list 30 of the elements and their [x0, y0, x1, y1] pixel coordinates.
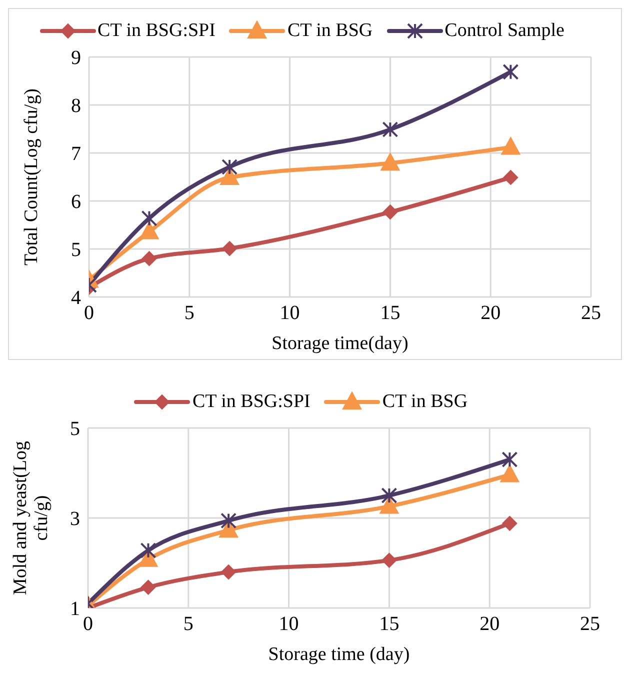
legend-label: CT in BSG:SPI [98, 20, 216, 42]
x-axis-title: Storage time (day) [268, 644, 410, 665]
legend-label: Control Sample [444, 20, 564, 42]
legend-label: CT in BSG:SPI [192, 391, 310, 413]
y-tick-label: 5 [70, 418, 80, 440]
y-tick-label: 6 [71, 191, 81, 214]
x-tick-label: 0 [83, 613, 93, 636]
x-tick-label: 10 [278, 613, 299, 636]
x-tick-label: 15 [379, 613, 400, 636]
x-tick-label: 20 [480, 613, 500, 636]
x-tick-label: 20 [480, 302, 501, 324]
y-tick-label: 9 [71, 47, 81, 70]
x-tick-label: 15 [380, 302, 400, 324]
y-tick-label: 3 [70, 508, 80, 530]
x-tick-label: 5 [183, 613, 194, 636]
y-tick-label: 8 [71, 95, 81, 118]
y-axis-title: Total Count(Log cfu/g) [21, 88, 42, 266]
legend-label: CT in BSG [382, 391, 468, 413]
x-tick-label: 10 [280, 302, 300, 324]
x-tick-label: 5 [184, 302, 194, 324]
y-tick-label: 4 [71, 287, 81, 310]
x-tick-label: 25 [581, 302, 601, 324]
y-axis-title: Mold and yeast(Log cfu/g) [10, 440, 52, 596]
legend-label: CT in BSG [287, 20, 373, 42]
y-tick-label: 7 [71, 143, 81, 166]
y-tick-label: 1 [70, 598, 80, 620]
x-tick-label: 0 [84, 302, 94, 324]
x-tick-label: 25 [580, 613, 600, 636]
y-tick-label: 5 [71, 239, 81, 262]
x-axis-title: Storage time(day) [272, 333, 408, 354]
